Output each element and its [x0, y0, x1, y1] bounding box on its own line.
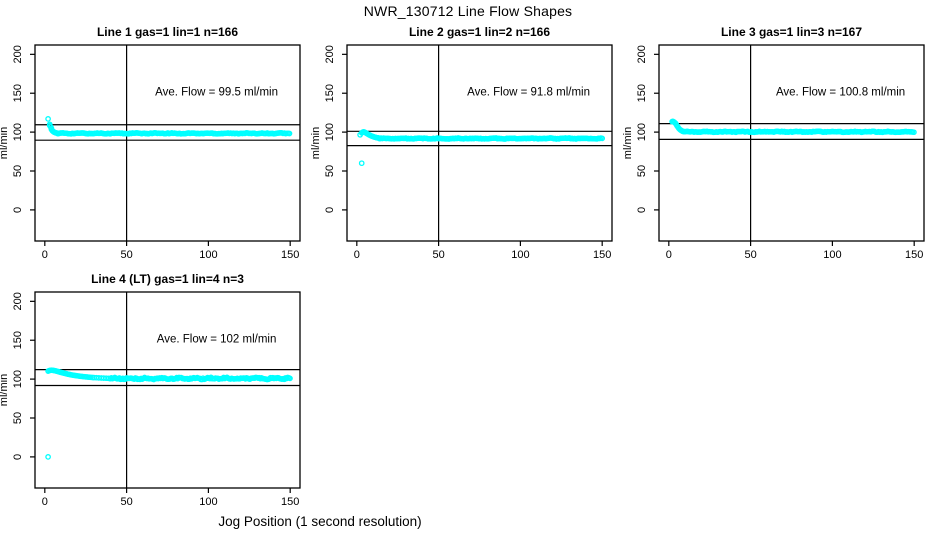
panel-title: Line 1 gas=1 lin=1 n=166 — [97, 25, 238, 39]
y-axis: 0 50 100 150 200 — [324, 45, 347, 213]
outlier-point — [45, 454, 51, 460]
ave-flow-annotation: Ave. Flow = 100.8 ml/min — [776, 87, 905, 99]
data-point — [599, 135, 606, 142]
x-tick-label: 0 — [666, 249, 672, 261]
y-tick-label: 200 — [12, 45, 24, 63]
y-axis-title: ml/min — [310, 127, 322, 159]
y-tick-label: 100 — [636, 123, 648, 141]
y-tick-label: 50 — [12, 412, 24, 424]
data-point — [287, 375, 293, 382]
data-point — [911, 129, 917, 136]
y-tick-label: 0 — [636, 207, 648, 213]
x-tick-label: 0 — [42, 496, 48, 508]
panel-3: 0 50 100 150 0 50 100 150 200 ml/min Line 3 gas=1 … — [622, 25, 925, 261]
panel-2: 0 50 100 150 0 50 100 150 200 ml/min Line 2 gas=1 … — [310, 25, 613, 261]
y-tick-label: 200 — [636, 45, 648, 63]
plot-box — [34, 44, 301, 242]
x-tick-label: 150 — [281, 249, 299, 261]
plot-box — [658, 44, 925, 242]
y-tick-label: 50 — [636, 165, 648, 177]
panel-title: Line 3 gas=1 lin=3 n=167 — [721, 25, 862, 39]
y-axis-title: ml/min — [0, 127, 10, 159]
x-tick-label: 150 — [281, 496, 299, 508]
data-points-series — [357, 128, 606, 167]
x-tick-label: 50 — [120, 249, 132, 261]
y-tick-label: 200 — [12, 292, 24, 310]
x-tick-label: 150 — [593, 249, 611, 261]
y-tick-label: 50 — [12, 165, 24, 177]
data-points-series — [45, 116, 293, 137]
panel-1: 0 50 100 150 0 50 100 150 200 ml/min Line 1 gas=1 … — [0, 25, 301, 261]
outlier-point — [45, 116, 51, 122]
x-tick-label: 50 — [432, 249, 444, 261]
x-tick-label: 100 — [823, 249, 841, 261]
y-tick-label: 0 — [324, 207, 336, 213]
x-tick-label: 150 — [905, 249, 923, 261]
data-point — [286, 130, 293, 137]
x-axis: 0 50 100 150 — [42, 488, 299, 508]
x-axis: 0 50 100 150 — [354, 241, 611, 261]
x-axis-outer-label: Jog Position (1 second resolution) — [218, 514, 422, 529]
outlier-point — [358, 160, 365, 167]
x-tick-label: 0 — [354, 249, 360, 261]
x-axis: 0 50 100 150 — [666, 241, 923, 261]
y-tick-label: 200 — [324, 45, 336, 63]
x-tick-label: 100 — [199, 249, 217, 261]
ave-flow-annotation: Ave. Flow = 102 ml/min — [157, 334, 277, 346]
x-tick-label: 50 — [120, 496, 132, 508]
x-tick-label: 100 — [511, 249, 529, 261]
ave-flow-annotation: Ave. Flow = 99.5 ml/min — [155, 87, 278, 99]
x-tick-label: 50 — [744, 249, 756, 261]
data-points-series — [669, 118, 917, 136]
y-tick-label: 50 — [324, 165, 336, 177]
panel-title: Line 2 gas=1 lin=2 n=166 — [409, 25, 550, 39]
y-tick-label: 100 — [12, 123, 24, 141]
x-tick-label: 0 — [42, 249, 48, 261]
x-tick-label: 100 — [199, 496, 217, 508]
x-axis: 0 50 100 150 — [42, 241, 299, 261]
y-axis: 0 50 100 150 200 — [636, 45, 659, 213]
panel-title: Line 4 (LT) gas=1 lin=4 n=3 — [91, 272, 244, 286]
y-axis-title: ml/min — [622, 127, 634, 159]
y-tick-label: 0 — [12, 454, 24, 460]
y-tick-label: 150 — [636, 84, 648, 102]
y-tick-label: 150 — [324, 84, 336, 102]
ave-flow-annotation: Ave. Flow = 91.8 ml/min — [467, 87, 590, 99]
y-tick-label: 0 — [12, 207, 24, 213]
y-tick-label: 100 — [324, 123, 336, 141]
main-title: NWR_130712 Line Flow Shapes — [363, 3, 573, 19]
data-points-series — [45, 367, 293, 460]
y-tick-label: 150 — [12, 331, 24, 349]
y-tick-label: 100 — [12, 370, 24, 388]
panel-4: 0 50 100 150 0 50 100 150 200 ml/min Line 4 (LT) g… — [0, 272, 301, 508]
plot-box — [34, 291, 301, 489]
plot-box — [346, 44, 613, 242]
y-axis: 0 50 100 150 200 — [12, 292, 35, 460]
y-axis-title: ml/min — [0, 374, 10, 406]
y-tick-label: 150 — [12, 84, 24, 102]
y-axis: 0 50 100 150 200 — [12, 45, 35, 213]
